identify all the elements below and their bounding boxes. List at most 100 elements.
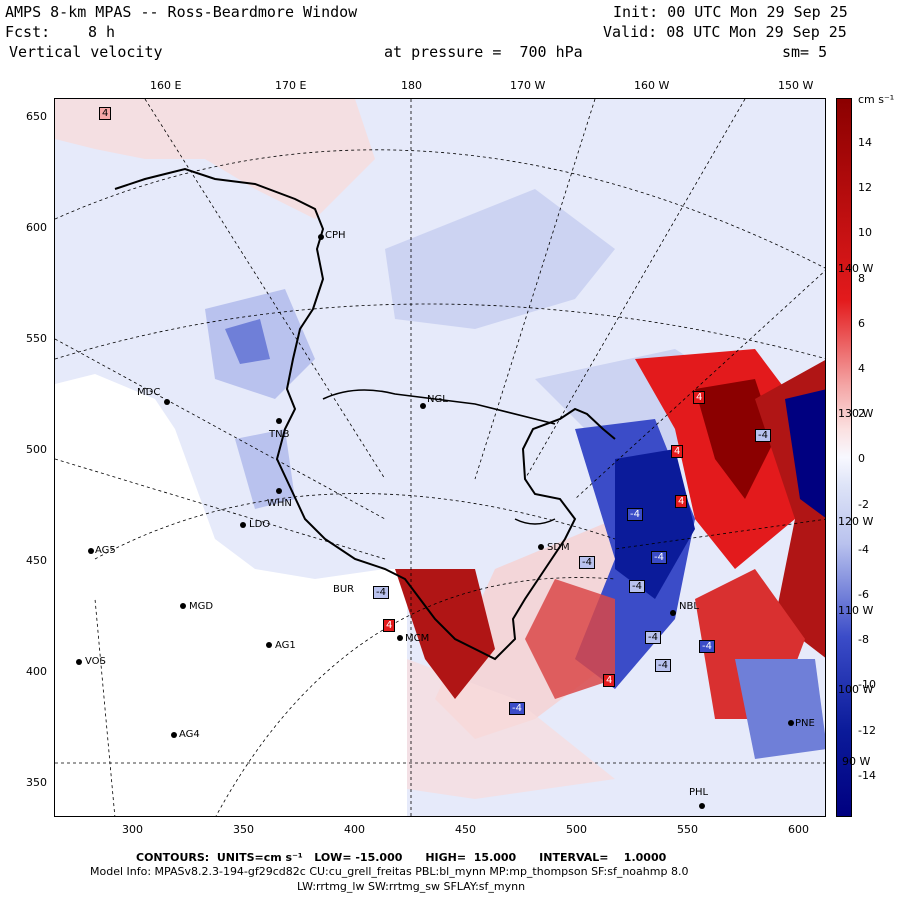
forecast-label: Fcst:: [5, 23, 51, 41]
station-marker-ldo[interactable]: [240, 522, 246, 528]
station-label-vos: VOS: [85, 656, 106, 667]
lavender-band-central: [385, 189, 615, 329]
y-tick-350: 350: [26, 776, 47, 789]
contour-label: 4: [671, 445, 684, 458]
lon-label-160w: 160 W: [634, 79, 670, 92]
contour-label: -4: [655, 659, 671, 672]
y-tick-650: 650: [26, 110, 47, 123]
colorbar-tick-label: -12: [858, 723, 876, 737]
lon-label-150w: 150 W: [778, 79, 814, 92]
colorbar-tick-label: 10: [858, 226, 872, 240]
lon-label-90w: 90 W: [842, 755, 871, 768]
station-marker-tnb[interactable]: [276, 418, 282, 424]
colorbar-tick-label: 0: [858, 452, 865, 466]
station-marker-ag4[interactable]: [171, 732, 177, 738]
x-tick-450: 450: [455, 823, 476, 836]
y-tick-600: 600: [26, 221, 47, 234]
lon-label-160e: 160 E: [150, 79, 182, 92]
forecast-hour: 8 h: [88, 23, 116, 41]
graticule: [55, 99, 825, 816]
station-marker-ag1[interactable]: [266, 642, 272, 648]
smoothing-value: sm= 5: [782, 43, 828, 61]
vertical-velocity-map[interactable]: CPH MDC NGL TNB WHN LDO AG5 SDM BUR MGD …: [54, 98, 826, 817]
ascent-core: [695, 379, 775, 499]
init-time: Init: 00 UTC Mon 29 Sep 25: [613, 3, 848, 21]
x-tick-350: 350: [233, 823, 254, 836]
station-label-sdm: SDM: [547, 542, 570, 553]
contour-label: -4: [651, 551, 667, 564]
descent-east-edge: [785, 389, 825, 518]
station-label-mdc: MDC: [137, 387, 161, 398]
contours-info: CONTOURS: UNITS=cm s⁻¹ LOW= -15.000 HIGH…: [136, 851, 667, 864]
station-marker-pne[interactable]: [788, 720, 794, 726]
colorbar-tick-label: -4: [858, 542, 869, 556]
colorbar-tick-label: 2: [858, 407, 865, 421]
station-label-pne: PNE: [795, 718, 815, 729]
station-label-ngl: NGL: [427, 394, 448, 405]
x-tick-300: 300: [122, 823, 143, 836]
station-marker-sdm[interactable]: [538, 544, 544, 550]
colorbar: [836, 98, 852, 817]
map-canvas: [55, 99, 825, 816]
physics-info: LW:rrtmg_lw SW:rrtmg_sw SFLAY:sf_mynn: [297, 880, 526, 893]
lon-label-170e: 170 E: [275, 79, 307, 92]
ascent-south-central: [525, 579, 615, 699]
colorbar-tick-label: 6: [858, 316, 865, 330]
lon-label-110w: 110 W: [838, 604, 874, 617]
station-marker-phl[interactable]: [699, 803, 705, 809]
station-marker-whn[interactable]: [276, 488, 282, 494]
colorbar-tick-label: 4: [858, 362, 865, 375]
contour-label: 4: [603, 674, 616, 687]
blue-core-west: [225, 319, 270, 364]
coastline: [114, 167, 616, 661]
station-label-mcm: MCM: [405, 633, 430, 644]
station-label-bur: BUR: [333, 584, 355, 595]
station-label-ag4: AG4: [179, 729, 200, 740]
colorbar-tick-label: 14: [858, 136, 872, 149]
field-name: Vertical velocity: [9, 43, 163, 61]
station-label-nbl: NBL: [679, 601, 699, 612]
station-marker-mdc[interactable]: [164, 399, 170, 405]
contour-label: 4: [99, 107, 112, 120]
station-label-phl: PHL: [689, 787, 709, 798]
station-marker-nbl[interactable]: [670, 610, 676, 616]
station-marker-cph[interactable]: [318, 234, 324, 240]
station-marker-ngl[interactable]: [420, 403, 426, 409]
station-label-tnb: TNB: [269, 429, 290, 440]
station-label-whn: WHN: [267, 498, 292, 509]
colorbar-tick-label: 12: [858, 181, 872, 195]
map-title: AMPS 8-km MPAS -- Ross-Beardmore Window: [5, 3, 358, 21]
y-tick-500: 500: [26, 443, 47, 456]
contour-label: 4: [693, 391, 706, 404]
contour-label: -4: [373, 586, 389, 599]
y-tick-450: 450: [26, 554, 47, 567]
colorbar-tick-label: 8: [858, 271, 865, 285]
station-marker-mcm[interactable]: [397, 635, 403, 641]
station-label-ldo: LDO: [249, 519, 271, 530]
blue-patch-pne: [735, 659, 825, 759]
lon-label-130w: 130 W: [838, 407, 874, 420]
lon-label-100w: 100 W: [838, 683, 874, 696]
station-label-cph: CPH: [325, 230, 346, 241]
no-data-region: [55, 374, 407, 816]
model-info: Model Info: MPASv8.2.3-194-gf29cd82c CU:…: [90, 865, 689, 878]
contour-label: -4: [699, 640, 715, 653]
colorbar-tick-label: -10: [858, 678, 876, 692]
station-marker-ag5[interactable]: [88, 548, 94, 554]
contour-label: -4: [755, 429, 771, 442]
station-marker-mgd[interactable]: [180, 603, 186, 609]
station-marker-vos[interactable]: [76, 659, 82, 665]
ascent-mcm: [395, 569, 495, 699]
valid-time: Valid: 08 UTC Mon 29 Sep 25: [603, 23, 847, 41]
colorbar-tick-label: -6: [858, 588, 869, 601]
colorbar-tick-label: -8: [858, 633, 869, 647]
lon-label-120w: 120 W: [838, 515, 874, 528]
x-tick-600: 600: [788, 823, 809, 836]
y-tick-550: 550: [26, 332, 47, 345]
station-label-mgd: MGD: [189, 601, 214, 612]
station-label-ag5: AG5: [95, 545, 116, 556]
y-tick-400: 400: [26, 665, 47, 678]
contour-label: -4: [629, 580, 645, 593]
pink-patch-north: [55, 99, 375, 219]
contour-label: -4: [509, 702, 525, 715]
